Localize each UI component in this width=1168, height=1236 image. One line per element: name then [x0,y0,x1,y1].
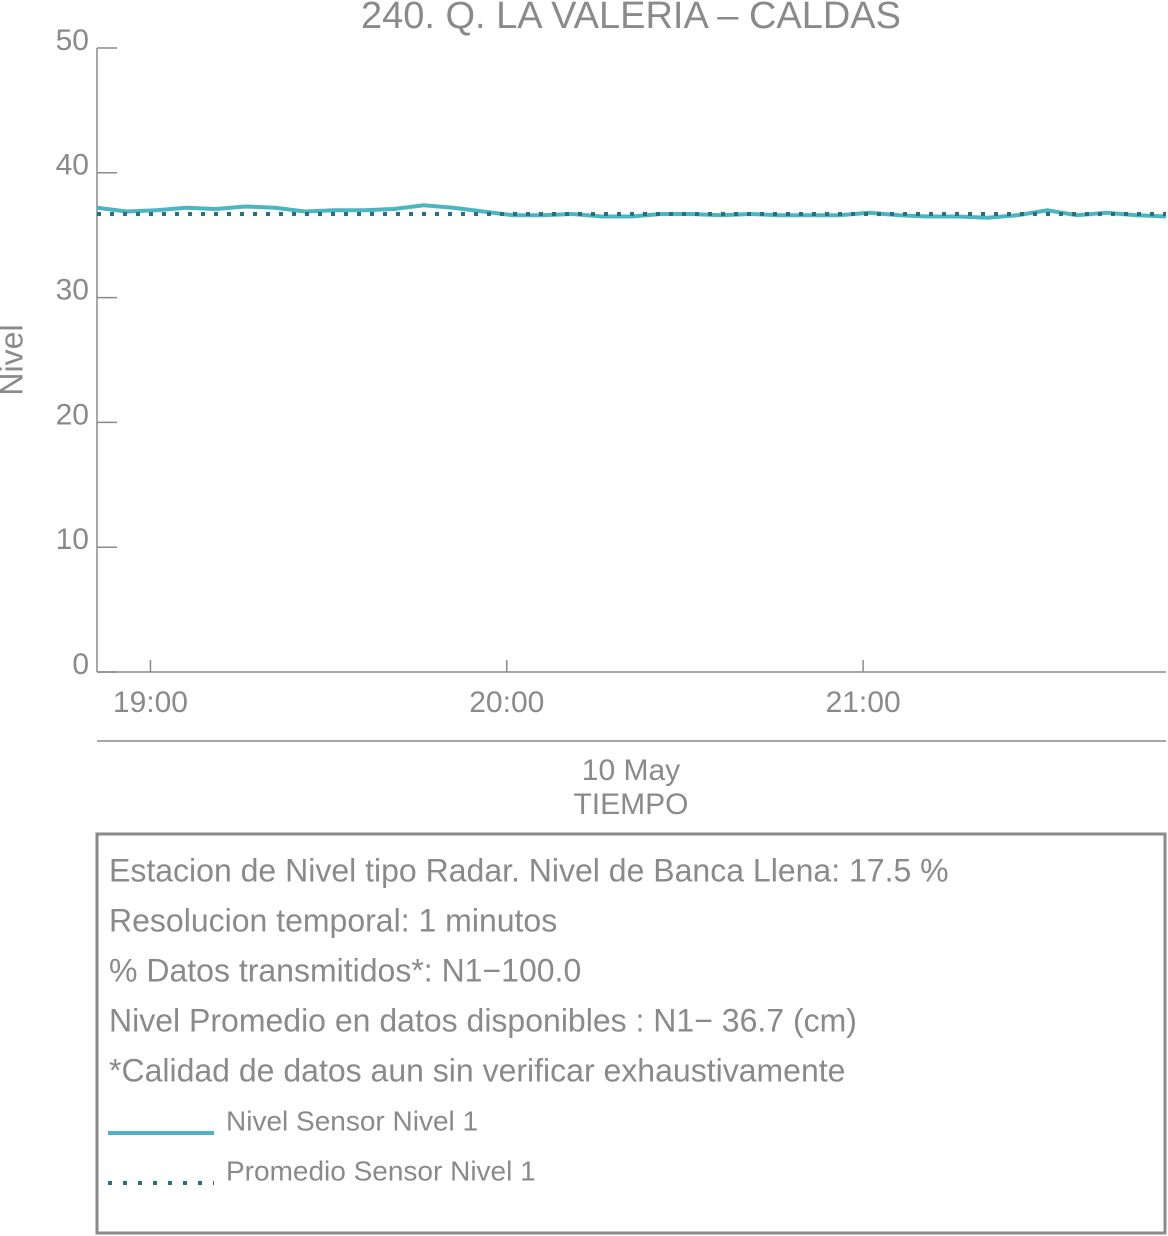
chart-title: 240. Q. LA VALERIA – CALDAS [361,0,901,37]
y-tick-label: 0 [72,648,89,681]
legend-label: Promedio Sensor Nivel 1 [226,1155,536,1186]
y-tick-label: 50 [56,24,89,57]
info-box [95,832,1167,1235]
date-label: 10 May [582,754,680,787]
y-axis-label: Nivel [0,324,29,395]
info-line: Nivel Promedio en datos disponibles : N1… [109,1002,857,1038]
y-tick-label: 40 [56,149,89,182]
x-axis-label: TIEMPO [573,788,688,821]
y-tick-label: 10 [56,523,89,556]
data-line [96,203,1167,220]
info-line: *Calidad de datos aun sin verificar exha… [109,1052,845,1088]
info-line: Resolucion temporal: 1 minutos [109,902,557,938]
legend-label: Nivel Sensor Nivel 1 [226,1105,478,1136]
x-tick-label: 20:00 [469,686,544,719]
x-tick-label: 19:00 [113,686,188,719]
y-tick-label: 30 [56,274,89,307]
x-tick-label: 21:00 [826,686,901,719]
info-line: Estacion de Nivel tipo Radar. Nivel de B… [109,852,949,888]
y-tick-label: 20 [56,398,89,431]
info-line: % Datos transmitidos*: N1−100.0 [109,952,581,988]
